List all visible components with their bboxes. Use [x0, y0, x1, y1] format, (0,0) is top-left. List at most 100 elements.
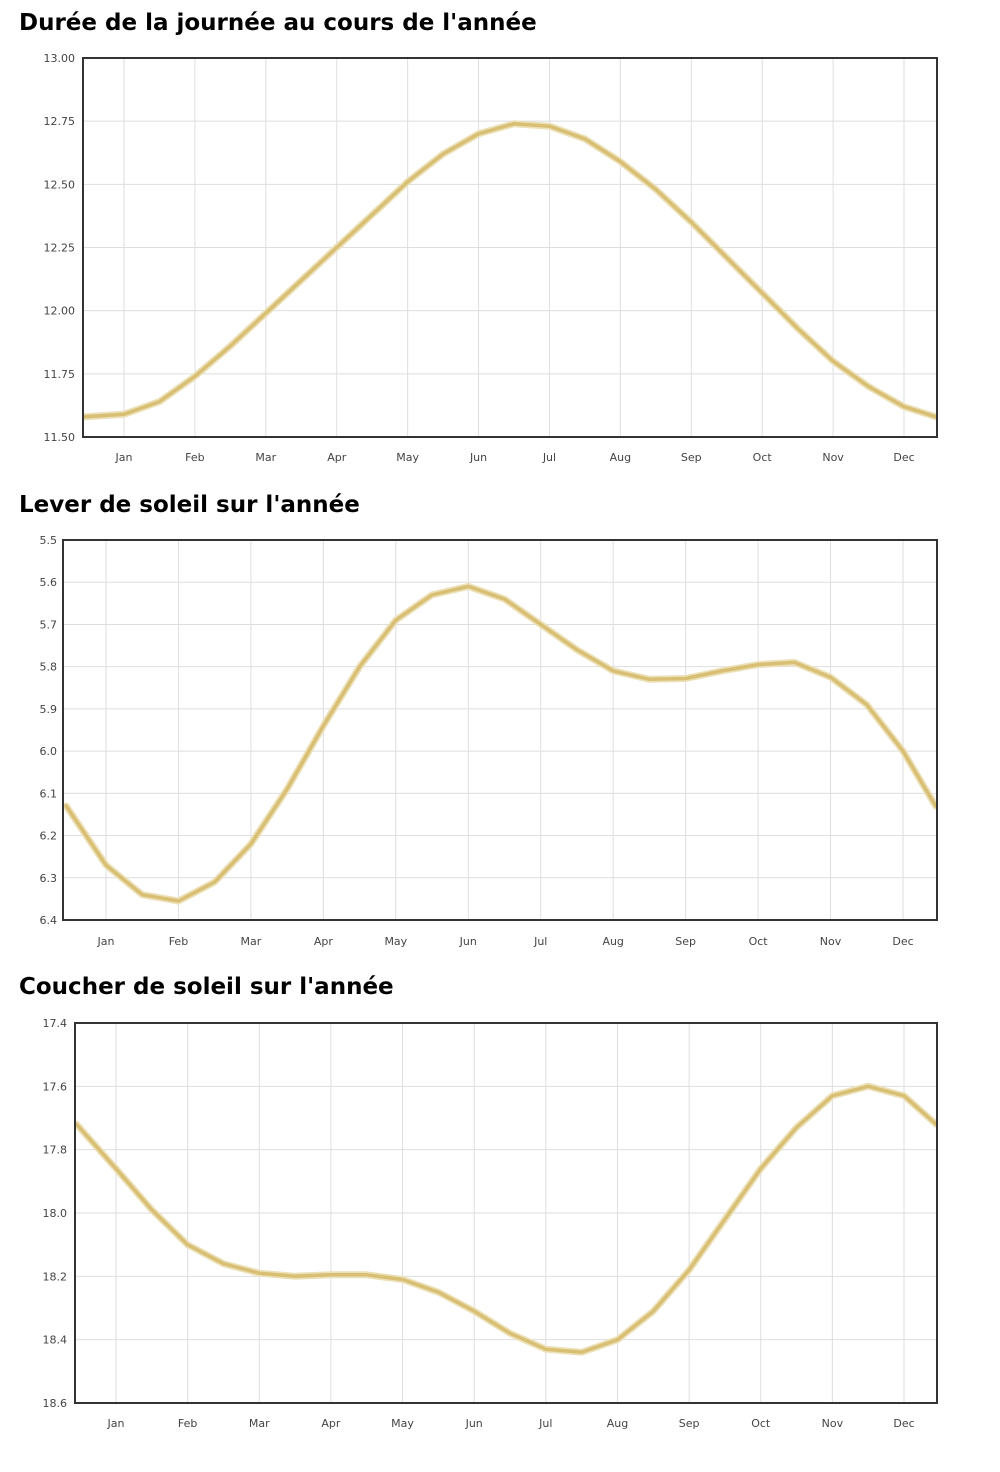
x-tick-label: Dec [892, 935, 913, 948]
x-tick-label: Oct [749, 935, 769, 948]
series-group [75, 1082, 937, 1356]
y-tick-label: 12.50 [44, 178, 76, 191]
y-tick-label: 6.1 [40, 787, 58, 800]
data-point [335, 246, 338, 249]
data-point [687, 1268, 691, 1272]
data-point [690, 221, 693, 224]
data-point [150, 1208, 153, 1212]
data-point [441, 152, 445, 156]
x-tick-label: Nov [822, 1417, 844, 1430]
data-point [293, 1275, 297, 1278]
chart-sunrise-plot: 5.5 5.6 5.7 5.8 5.9 6.0 6.1 6.2 6.3 6.4 Jan Feb Mar A… [40, 534, 938, 948]
data-point [477, 132, 480, 135]
data-point [508, 1332, 512, 1335]
y-tick-label: 6.2 [40, 830, 58, 843]
data-point [831, 360, 835, 363]
chart-sunset: Coucher de soleil sur l'année 17.4 17.6 17… [19, 974, 938, 1430]
data-point [619, 160, 622, 163]
x-tick-label: Apr [327, 451, 347, 464]
x-tick-label: May [391, 1417, 414, 1430]
data-point [612, 669, 615, 673]
x-tick-label: Nov [820, 935, 842, 948]
y-tick-label: 18.6 [43, 1397, 68, 1410]
data-point [285, 787, 289, 791]
data-point [867, 385, 870, 388]
x-tick-label: Jun [459, 935, 477, 948]
plot-frame [62, 539, 938, 921]
data-point [104, 863, 108, 867]
x-tick-label: Jun [469, 451, 487, 464]
data-point [616, 1338, 619, 1341]
data-point [901, 749, 905, 753]
x-tick-label: Mar [249, 1417, 270, 1430]
data-point [580, 1351, 583, 1354]
y-tick-label: 5.5 [40, 534, 58, 547]
y-tick-label: 12.25 [44, 242, 76, 255]
x-tick-label: Feb [178, 1417, 197, 1430]
x-tick-label: Sep [681, 451, 702, 464]
data-point [648, 678, 651, 681]
data-point [322, 724, 325, 727]
x-tick-label: Apr [321, 1417, 341, 1430]
y-tick-label: 5.6 [40, 576, 58, 589]
data-point [258, 1272, 261, 1275]
data-point [539, 623, 542, 626]
data-point [114, 1167, 118, 1170]
data-point [756, 663, 760, 666]
data-point [654, 188, 657, 191]
data-point [759, 1167, 762, 1170]
x-tick-label: Aug [602, 935, 623, 948]
y-tick-label: 5.8 [40, 661, 58, 674]
y-tick-label: 5.9 [40, 703, 58, 716]
x-tick-label: Aug [607, 1417, 628, 1430]
data-point [158, 400, 161, 403]
data-point [761, 291, 764, 295]
data-point [723, 1218, 727, 1221]
x-tick-label: Feb [169, 935, 188, 948]
x-tick-label: Dec [893, 1417, 914, 1430]
data-point [406, 180, 409, 183]
data-point [186, 1243, 189, 1246]
series-line-glow [75, 1082, 937, 1356]
x-tick-label: Feb [185, 451, 204, 464]
x-tick-label: Jul [538, 1417, 552, 1430]
x-tick-label: Apr [314, 935, 334, 948]
chart-title: Lever de soleil sur l'année [19, 492, 360, 518]
data-point [583, 137, 587, 141]
data-point [867, 1085, 870, 1088]
data-point [902, 1094, 906, 1098]
x-tick-label: May [396, 451, 419, 464]
data-point [684, 677, 687, 680]
y-tick-label: 5.7 [40, 618, 58, 631]
y-tick-label: 12.00 [44, 305, 76, 318]
data-point [229, 344, 232, 348]
chart-day-length-plot: 13.00 12.75 12.50 12.25 12.00 11.75 11.50 Jan Fe… [44, 52, 938, 464]
chart-title: Durée de la journée au cours de l'année [19, 10, 537, 36]
data-point [473, 1310, 476, 1313]
x-tick-label: Jun [465, 1417, 483, 1430]
y-tick-label: 11.50 [44, 431, 76, 444]
data-point [329, 1273, 333, 1277]
data-point [548, 125, 551, 128]
y-tick-label: 12.75 [44, 115, 76, 128]
chart-day-length: Durée de la journée au cours de l'année … [0, 0, 1000, 480]
data-point [401, 1278, 404, 1281]
chart-sunrise: Lever de soleil sur l'année 5.5 5.6 5.7 5.8… [19, 492, 938, 948]
data-point [222, 1262, 225, 1265]
data-point [249, 842, 253, 846]
data-point [300, 279, 303, 282]
data-point [720, 669, 724, 673]
y-tick-label: 18.2 [43, 1270, 68, 1283]
data-point [796, 327, 799, 330]
data-point [512, 122, 516, 125]
x-tick-label: Aug [610, 451, 631, 464]
y-tick-label: 11.75 [44, 368, 76, 381]
chart-title: Coucher de soleil sur l'année [19, 974, 394, 1000]
x-tick-label: Jan [97, 935, 115, 948]
y-tick-label: 18.0 [43, 1207, 68, 1220]
data-point [725, 256, 728, 259]
x-tick-label: Dec [893, 451, 914, 464]
data-point [83, 415, 87, 418]
y-tick-label: 18.4 [43, 1334, 68, 1347]
x-tick-label: Jul [533, 935, 547, 948]
